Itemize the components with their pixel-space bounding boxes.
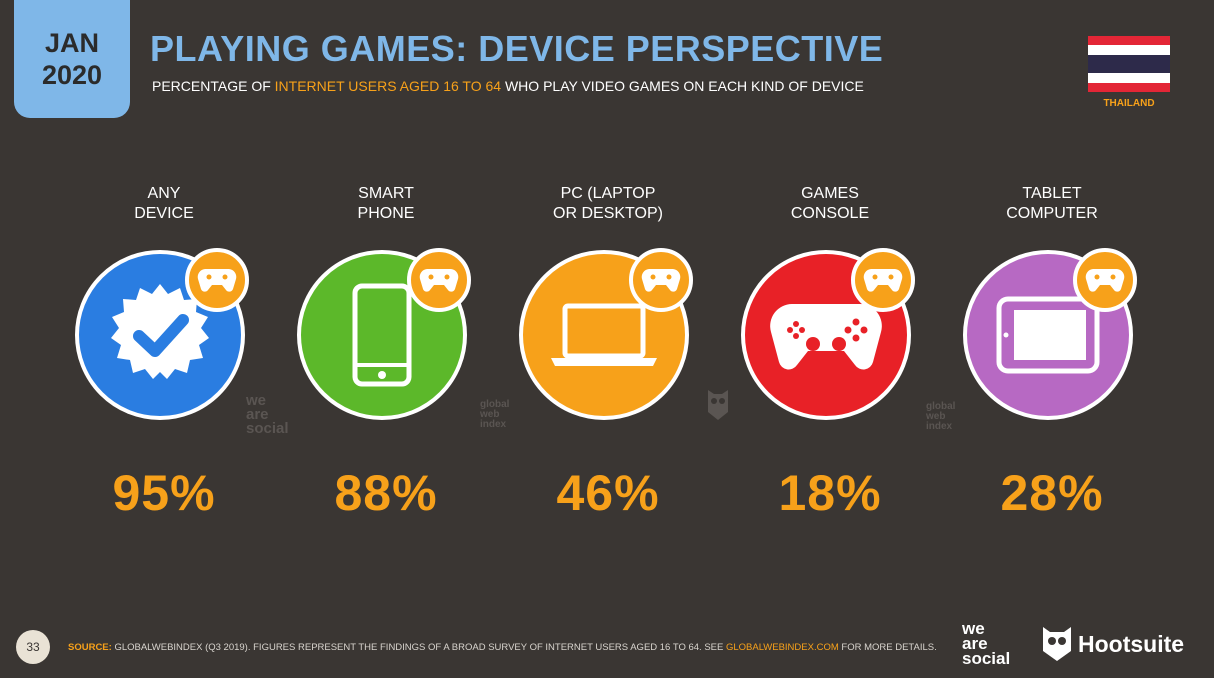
watermark-line: we [246,392,267,409]
watermark-line: global [926,401,956,412]
device-label: TABLET COMPUTER [952,184,1152,224]
device-label-line-2: DEVICE [134,205,194,222]
logo-line: are [962,634,988,653]
device-label-line-2: OR DESKTOP) [553,205,663,222]
watermark-gwi: global web index [480,400,509,430]
page-subtitle: PERCENTAGE OF INTERNET USERS AGED 16 TO … [152,78,864,94]
logo-line: social [962,649,1011,668]
gamepad-badge-icon [407,248,471,312]
check-badge-icon [111,284,209,379]
source-link[interactable]: GLOBALWEBINDEX.COM [725,642,839,653]
device-label-line-2: COMPUTER [1006,205,1098,222]
device-value: 95% [112,465,216,521]
device-label-line-1: TABLET [1022,185,1082,202]
device-label-line-1: GAMES [801,185,859,202]
device-label: PC (LAPTOP OR DESKTOP) [508,184,708,224]
page-title: PLAYING GAMES: DEVICE PERSPECTIVE [150,28,884,69]
country-label: THAILAND [1103,98,1155,109]
gamepad-badge-icon [851,248,915,312]
gamepad-icon [770,304,882,370]
watermark-line: social [246,420,289,437]
hootsuite-logo: Hootsuite [1042,626,1184,662]
source-label: SOURCE: [68,642,112,653]
watermark-line: global [480,399,510,410]
watermark-line: index [926,421,953,432]
watermark-line: web [480,409,500,420]
logo-line: we [962,619,985,638]
device-label-line-2: CONSOLE [790,205,870,222]
device-label-line-1: ANY [147,185,181,202]
gamepad-badge-icon [1073,248,1137,312]
watermark-gwi-2: global web index [926,402,955,432]
source-note: SOURCE: GLOBALWEBINDEX (Q3 2019). FIGURE… [68,642,937,653]
owl-icon [1043,627,1071,661]
device-value: 88% [334,465,438,521]
device-value: 18% [778,465,882,521]
device-label: SMART PHONE [286,184,486,224]
device-label: ANY DEVICE [64,184,264,224]
page-number: 33 [16,630,50,664]
device-value: 28% [1000,465,1104,521]
subtitle-highlight: INTERNET USERS AGED 16 TO 64 [274,78,502,94]
device-label-line-1: SMART [358,185,414,202]
subtitle-suffix: WHO PLAY VIDEO GAMES ON EACH KIND OF DEV… [501,78,864,94]
gamepad-badge-icon [629,248,693,312]
thailand-flag-icon [1088,36,1170,92]
watermark-we-are-social: we are social [246,392,289,437]
date-badge: JAN 2020 [14,0,130,118]
watermark-line: index [480,419,507,430]
date-month: JAN [44,28,99,58]
tablet-icon [996,296,1100,374]
we-are-social-logo: we are social [962,619,1011,668]
watermark-owl-icon [706,388,730,425]
laptop-icon [551,303,657,366]
hootsuite-wordmark: Hootsuite [1078,630,1185,657]
device-value: 46% [556,465,660,521]
watermark-line: are [246,406,269,423]
date-year: 2020 [41,60,103,90]
smartphone-icon [352,283,412,387]
source-end: FOR MORE DETAILS. [838,642,937,653]
watermark-line: web [926,411,946,422]
source-text: GLOBALWEBINDEX (Q3 2019). FIGURES REPRES… [111,642,726,653]
device-label-line-2: PHONE [357,205,415,222]
subtitle-prefix: PERCENTAGE OF [152,78,275,94]
gamepad-badge-icon [185,248,249,312]
device-label-line-1: PC (LAPTOP [560,185,656,202]
device-label: GAMES CONSOLE [730,184,930,224]
